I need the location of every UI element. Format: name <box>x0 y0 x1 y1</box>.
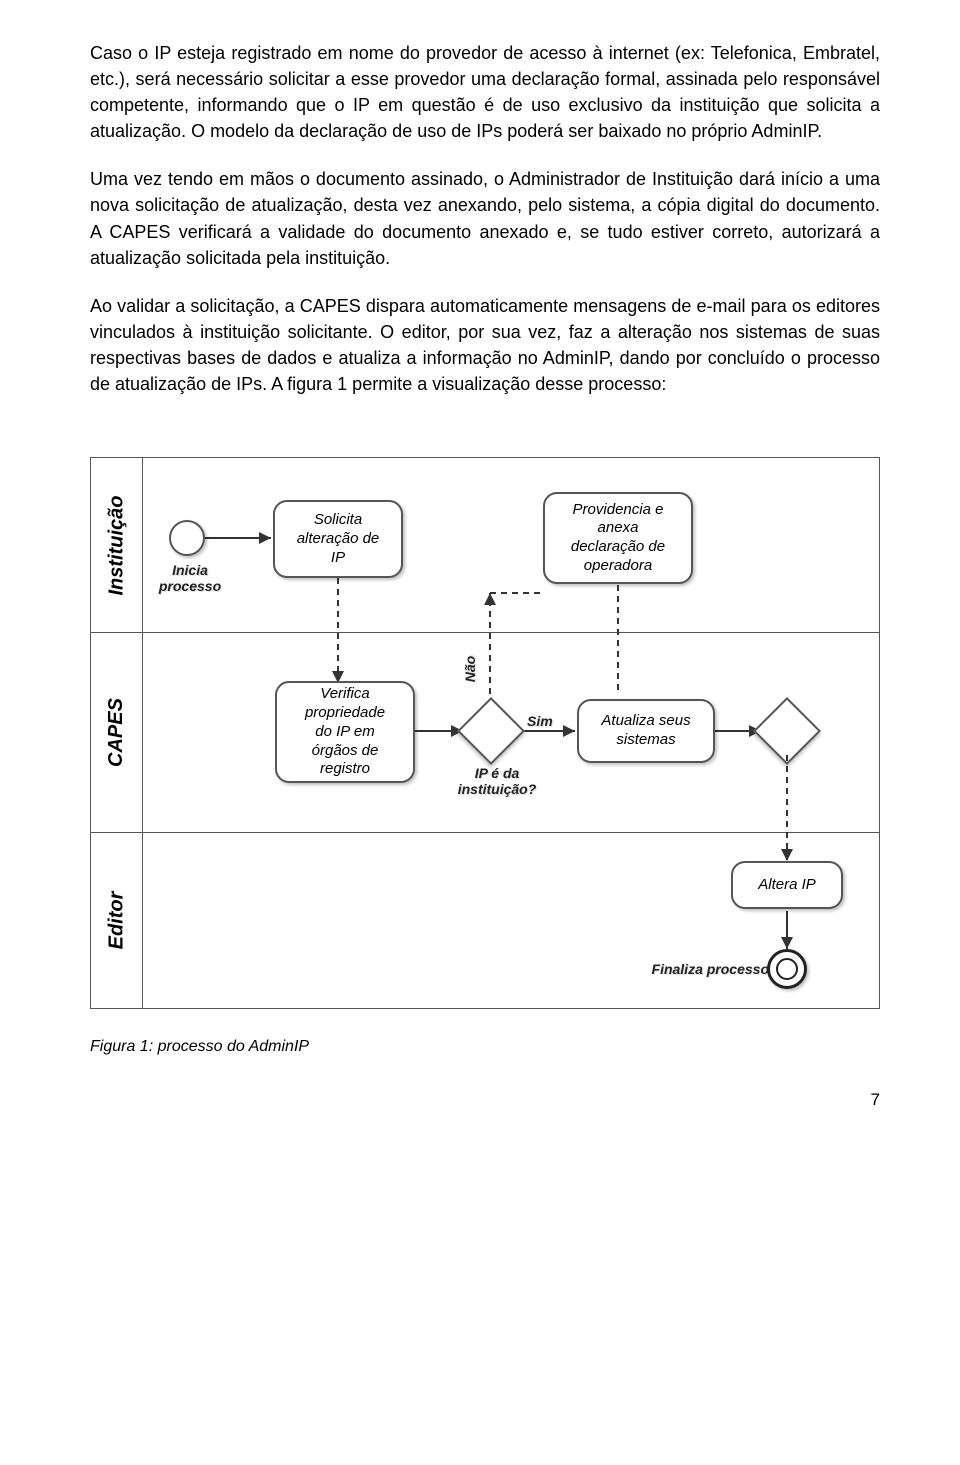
end-label: Finaliza processo <box>639 961 769 977</box>
node-solicita: Solicitaalteração deIP <box>273 500 403 578</box>
lane-label-text: Editor <box>102 892 131 950</box>
paragraph-2: Uma vez tendo em mãos o documento assina… <box>90 166 880 270</box>
lane-body-instituicao: Iniciaprocesso Solicitaalteração deIP Pr… <box>143 458 879 632</box>
paragraph-3: Ao validar a solicitação, a CAPES dispar… <box>90 293 880 397</box>
lane-label-text: CAPES <box>102 698 131 767</box>
lane-label-editor: Editor <box>91 833 143 1008</box>
node-altera: Altera IP <box>731 861 843 909</box>
lane-body-capes: Verificapropriedadedo IP emórgãos deregi… <box>143 633 879 832</box>
figure-caption: Figura 1: processo do AdminIP <box>90 1035 880 1058</box>
label-sim: Sim <box>527 713 553 729</box>
paragraph-1: Caso o IP esteja registrado em nome do p… <box>90 40 880 144</box>
page-number: 7 <box>90 1088 880 1113</box>
start-event <box>169 520 205 556</box>
start-label: Iniciaprocesso <box>155 562 225 594</box>
node-providencia: Providencia eanexadeclaração deoperadora <box>543 492 693 584</box>
label-nao: Não <box>462 656 478 682</box>
lane-body-editor: Altera IP Finaliza processo <box>143 833 879 1008</box>
lane-label-instituicao: Instituição <box>91 458 143 632</box>
node-verifica: Verificapropriedadedo IP emórgãos deregi… <box>275 681 415 783</box>
lane-capes: CAPES <box>91 633 879 833</box>
lane-editor: Editor Altera IP Finaliza processo <box>91 833 879 1008</box>
swimlane-container: Instituição Iniciaprocesso Solicitaalter… <box>90 457 880 1009</box>
decision-ip <box>457 697 525 765</box>
node-atualiza: Atualiza seussistemas <box>577 699 715 763</box>
process-diagram: Instituição Iniciaprocesso Solicitaalter… <box>90 457 880 1058</box>
lane-instituicao: Instituição Iniciaprocesso Solicitaalter… <box>91 458 879 633</box>
decision-2 <box>753 697 821 765</box>
end-event <box>767 949 807 989</box>
decision-label: IP é dainstituição? <box>457 765 537 797</box>
lane-label-capes: CAPES <box>91 633 143 832</box>
lane-label-text: Instituição <box>102 495 131 595</box>
